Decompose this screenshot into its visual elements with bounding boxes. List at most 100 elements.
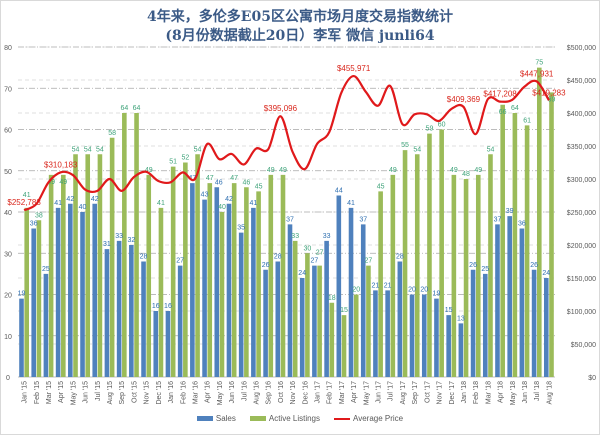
x-tick-label: Nov '15 — [144, 381, 151, 405]
listings-data-label: 49 — [450, 167, 458, 174]
sales-bar — [385, 290, 390, 377]
right-tick-label: $400,000 — [567, 111, 596, 118]
x-tick-label: Sep '17 — [412, 381, 419, 405]
x-tick-label: Aug '15 — [107, 381, 114, 405]
listings-bar — [170, 166, 176, 377]
listings-data-label: 48 — [462, 171, 470, 178]
sales-bar — [190, 183, 195, 377]
listings-data-label: 41 — [157, 200, 165, 207]
listings-bar — [292, 240, 298, 377]
sales-data-label: 16 — [152, 303, 160, 310]
sales-bar — [104, 249, 110, 377]
listings-bar — [280, 174, 286, 377]
x-tick-label: Feb '17 — [327, 381, 334, 404]
x-tick-label: Aug '18 — [546, 381, 553, 405]
listings-bar — [488, 154, 493, 377]
sales-bar — [263, 269, 268, 377]
sales-bar — [470, 269, 476, 377]
x-tick-label: Feb '16 — [180, 381, 187, 404]
left-tick-label: 70 — [4, 86, 12, 93]
right-tick-label: $50,000 — [571, 342, 596, 349]
x-tick-label: Jun '17 — [376, 381, 383, 403]
listings-bar — [353, 294, 359, 377]
legend-sales: Sales — [196, 414, 236, 423]
x-tick-label: May '18 — [510, 381, 517, 405]
listings-bar — [73, 154, 78, 377]
listings-data-label: 27 — [316, 250, 324, 257]
sales-bar — [287, 224, 293, 377]
listings-data-label: 54 — [487, 146, 495, 153]
sales-data-label: 27 — [311, 258, 319, 265]
listings-data-label: 49 — [279, 167, 287, 174]
x-tick-label: Dec '17 — [449, 381, 456, 405]
listings-data-label: 45 — [255, 183, 263, 190]
right-tick-label: $200,000 — [567, 243, 596, 250]
sales-data-label: 19 — [18, 291, 26, 298]
sales-bar — [31, 228, 37, 377]
sales-bar — [543, 278, 549, 377]
legend-listings-swatch — [249, 416, 266, 421]
sales-data-label: 37 — [359, 216, 367, 223]
sales-data-label: 41 — [249, 200, 257, 207]
sales-bar — [19, 298, 24, 377]
listings-bar — [524, 125, 530, 377]
legend-price: Average Price — [334, 414, 403, 423]
x-tick-label: Nov '17 — [437, 381, 444, 405]
sales-data-label: 42 — [225, 196, 233, 203]
listings-bar — [122, 113, 127, 377]
listings-data-label: 59 — [426, 126, 434, 133]
sales-bar — [409, 294, 415, 377]
listings-bar — [549, 92, 554, 377]
right-tick-label: $350,000 — [567, 144, 596, 151]
sales-bar — [421, 294, 427, 377]
sales-bar — [177, 265, 183, 377]
sales-data-label: 37 — [286, 216, 294, 223]
sales-data-label: 20 — [420, 287, 428, 294]
listings-data-label: 40 — [218, 204, 226, 211]
sales-data-label: 21 — [384, 282, 392, 289]
x-tick-label: May '16 — [217, 381, 224, 405]
sales-data-label: 24 — [298, 270, 306, 277]
listings-data-label: 45 — [377, 183, 385, 190]
listings-bar — [341, 315, 347, 377]
x-tick-label: Mar '15 — [46, 381, 53, 404]
listings-bar — [109, 137, 115, 377]
sales-bar — [92, 203, 98, 377]
sales-data-label: 46 — [215, 179, 223, 186]
sales-bar — [482, 273, 488, 377]
listings-bar — [244, 187, 249, 377]
listings-bar — [414, 154, 420, 377]
listings-bar — [183, 162, 188, 377]
listings-data-label: 38 — [35, 212, 43, 219]
legend-price-swatch — [334, 417, 351, 420]
sales-bar — [116, 240, 122, 377]
sales-bar — [141, 261, 146, 377]
sales-data-label: 26 — [262, 262, 270, 269]
listings-data-label: 69 — [548, 96, 556, 103]
listings-data-label: 49 — [267, 167, 275, 174]
x-tick-label: Apr '15 — [58, 381, 65, 403]
sales-data-label: 36 — [518, 221, 526, 228]
price-data-label: $455,971 — [337, 64, 371, 73]
listings-data-label: 30 — [304, 245, 312, 252]
price-data-label: $310,183 — [44, 160, 78, 169]
listings-data-label: 54 — [72, 146, 80, 153]
sales-bar — [153, 311, 159, 377]
sales-bar — [397, 261, 403, 377]
sales-data-label: 41 — [347, 200, 355, 207]
sales-bar — [495, 224, 500, 377]
listings-bar — [36, 220, 42, 377]
sales-data-label: 47 — [188, 175, 196, 182]
x-tick-label: Feb '18 — [473, 381, 480, 404]
listings-data-label: 33 — [291, 233, 299, 240]
listings-bar — [390, 174, 396, 377]
sales-data-label: 37 — [494, 216, 502, 223]
sales-bar — [373, 290, 378, 377]
x-tick-label: Feb '15 — [34, 381, 41, 404]
x-tick-label: Jun '16 — [229, 381, 236, 403]
sales-data-label: 33 — [115, 233, 123, 240]
sales-data-label: 43 — [201, 192, 209, 199]
sales-bar — [238, 232, 244, 377]
left-tick-label: 60 — [4, 128, 12, 135]
listings-bar — [24, 207, 30, 377]
